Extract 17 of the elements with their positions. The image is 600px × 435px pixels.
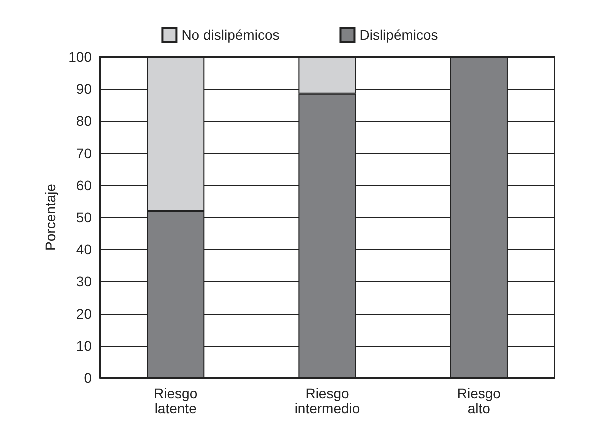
- y-tick-label: 0: [84, 370, 92, 386]
- y-tick-label: 40: [76, 242, 92, 258]
- x-tick-label: Riesgo latente: [154, 386, 198, 416]
- x-tick-label: Riesgo alto: [457, 386, 502, 416]
- y-axis-title: Porcentaje: [42, 184, 59, 251]
- y-tick-label: 60: [76, 177, 92, 194]
- y-tick-label: 90: [76, 81, 92, 98]
- y-tick-label: 80: [76, 113, 92, 130]
- y-tick-label: 70: [76, 145, 92, 162]
- y-tick-label: 10: [76, 338, 92, 354]
- y-tick-label: 50: [76, 210, 92, 226]
- legend-label: Dislipémicos: [360, 27, 438, 43]
- legend-label: No dislipémicos: [182, 27, 280, 43]
- y-tick-label: 20: [76, 306, 92, 322]
- y-tick-label: 100: [68, 49, 92, 65]
- x-tick-label: Riesgo intermedio: [294, 386, 360, 416]
- y-tick-label: 30: [76, 274, 92, 290]
